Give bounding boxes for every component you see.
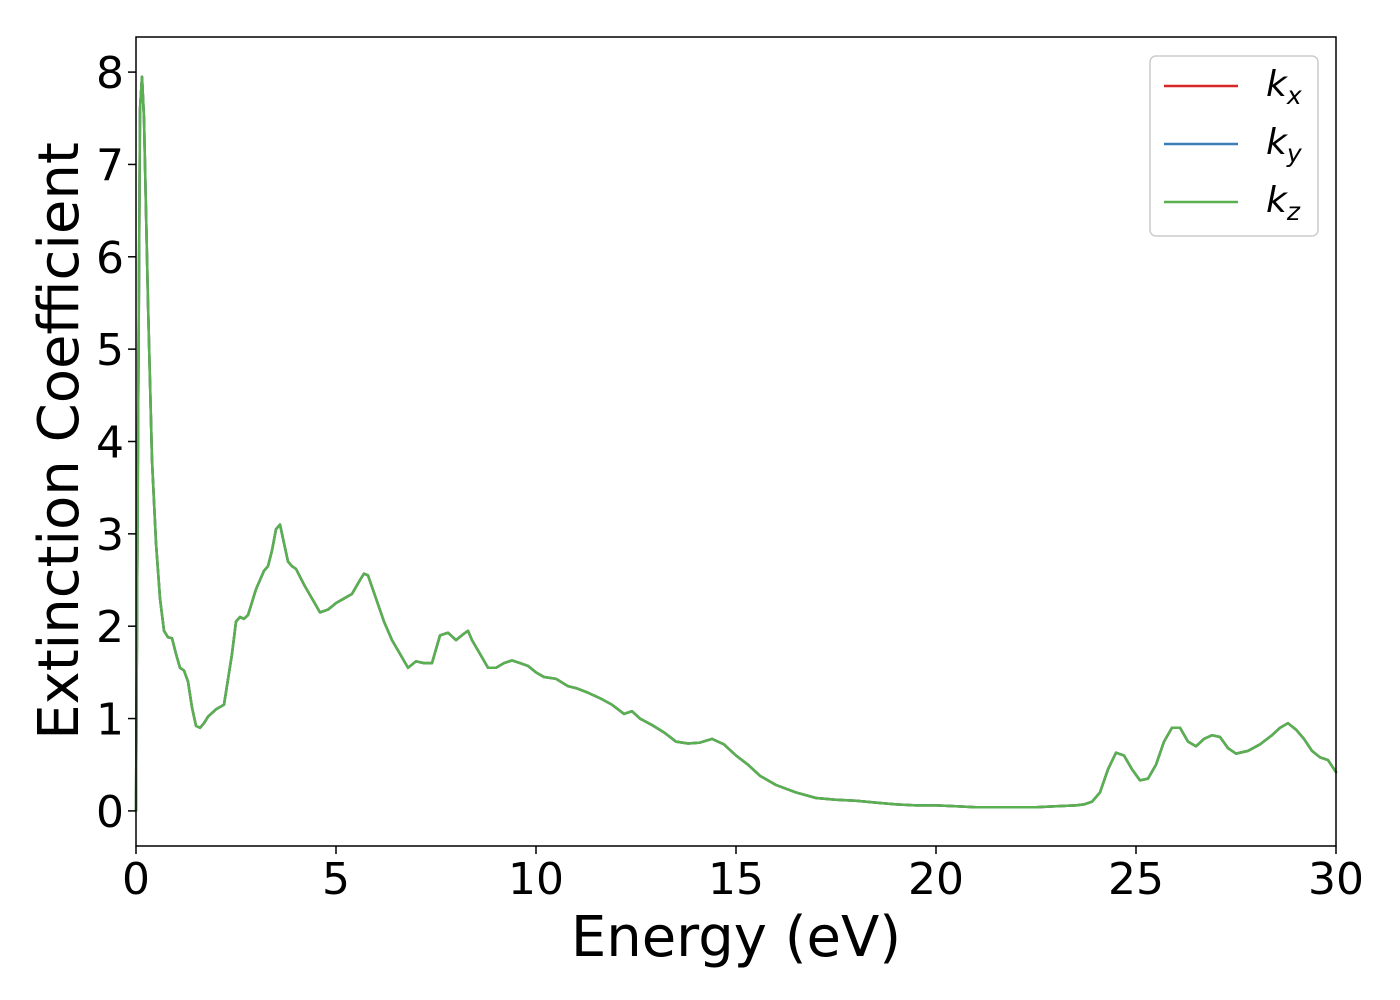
x-axis-ticks: 0 5 10 15 20 25 30	[122, 846, 1364, 905]
y-tick-label: 3	[96, 510, 124, 561]
y-axis-ticks: 0 1 2 3 4 5 6 7 8	[96, 48, 136, 838]
x-tick-label: 10	[508, 854, 564, 905]
legend: kx ky kz	[1149, 55, 1319, 237]
y-tick-label: 7	[96, 140, 124, 191]
x-tick-label: 25	[1108, 854, 1164, 905]
y-tick-label: 2	[96, 602, 124, 653]
x-axis-label: Energy (eV)	[571, 905, 901, 970]
y-tick-label: 1	[96, 695, 124, 746]
x-tick-label: 20	[908, 854, 964, 905]
y-tick-label: 6	[96, 233, 124, 284]
series-line-kz	[134, 75, 1338, 813]
legend-label: kx	[1266, 64, 1302, 110]
legend-box	[1149, 55, 1319, 237]
series-layer	[134, 75, 1338, 813]
y-axis-label: Extinction Coefficient	[27, 142, 92, 740]
x-tick-label: 5	[322, 854, 350, 905]
x-tick-label: 30	[1308, 854, 1364, 905]
legend-label: ky	[1266, 122, 1303, 168]
y-tick-label: 5	[96, 325, 124, 376]
legend-label: kz	[1266, 180, 1301, 226]
x-tick-label: 0	[122, 854, 150, 905]
x-tick-label: 15	[708, 854, 764, 905]
y-tick-label: 4	[96, 418, 124, 469]
y-tick-label: 0	[96, 787, 124, 838]
y-tick-label: 8	[96, 48, 124, 99]
